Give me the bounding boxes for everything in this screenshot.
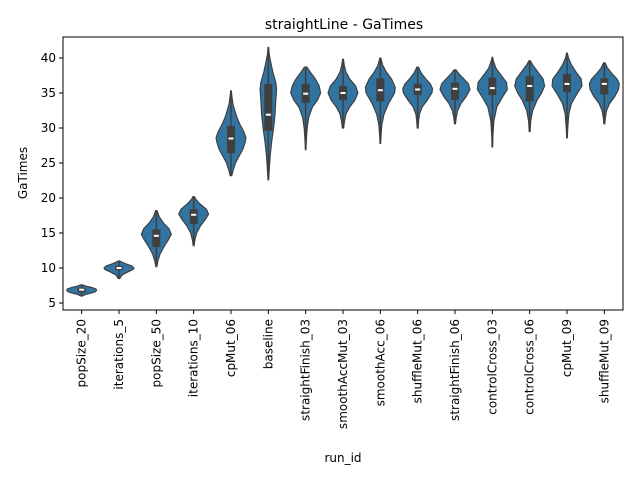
- violin-iqr-box: [227, 125, 235, 154]
- x-axis: popSize_20 iterations_5 popSize_50 iteratio…: [75, 310, 611, 429]
- y-tick-label: 5: [48, 296, 56, 310]
- x-tick-label: shuffleMut_06: [411, 319, 425, 403]
- violin-straightFinish_06: [439, 69, 471, 125]
- x-tick-label: controlCross_06: [523, 319, 537, 415]
- violin-median: [303, 92, 309, 95]
- violin-median: [601, 82, 607, 85]
- x-axis-label: run_id: [324, 451, 361, 465]
- y-tick-label: 35: [41, 86, 56, 100]
- violin-smoothAccMut_03: [327, 58, 359, 129]
- violin-median: [452, 87, 458, 90]
- y-tick-label: 15: [41, 226, 56, 240]
- x-tick-label: baseline: [261, 319, 275, 369]
- violin-median: [191, 213, 197, 216]
- x-tick-label: straightFinish_06: [448, 319, 462, 421]
- violin-baseline: [259, 46, 278, 181]
- violin-cpMut_06: [215, 90, 247, 177]
- violin-iqr-box: [525, 76, 534, 102]
- violin-shuffleMut_09: [588, 62, 620, 125]
- violin-median: [265, 113, 271, 116]
- violin-median: [415, 88, 421, 91]
- violin-median: [377, 89, 383, 92]
- violin-median: [79, 288, 85, 291]
- violin-iterations_5: [103, 260, 135, 280]
- violin-median: [153, 234, 159, 237]
- violin-iqr-box: [152, 229, 161, 247]
- y-axis: 5 10 15 20 25 30 35 40: [41, 51, 63, 310]
- violin-smoothAcc_06: [364, 57, 396, 144]
- violin-median: [116, 267, 122, 269]
- violin-popSize_20: [65, 284, 98, 297]
- y-axis-label: GaTimes: [16, 147, 30, 199]
- violin-controlCross_06: [514, 60, 546, 133]
- y-tick-label: 20: [41, 191, 56, 205]
- violin-shuffleMut_06: [402, 66, 434, 129]
- violin-median: [489, 87, 495, 90]
- x-tick-label: smoothAccMut_03: [336, 319, 350, 429]
- y-tick-label: 25: [41, 156, 56, 170]
- violin-cpMut_09: [551, 52, 583, 139]
- x-tick-label: shuffleMut_09: [597, 319, 611, 403]
- y-tick-label: 10: [41, 261, 56, 275]
- violin-median: [228, 137, 234, 140]
- violin-iqr-box: [600, 78, 609, 95]
- plot-area: [65, 46, 620, 297]
- x-tick-label: controlCross_03: [485, 319, 499, 415]
- chart-title: straightLine - GaTimes: [265, 17, 423, 33]
- x-tick-label: iterations_10: [187, 319, 201, 397]
- y-tick-label: 30: [41, 121, 56, 135]
- violin-iqr-box: [451, 82, 459, 100]
- x-tick-label: straightFinish_03: [299, 319, 313, 421]
- violin-popSize_50: [140, 210, 172, 268]
- violin-iqr-box: [488, 77, 497, 96]
- x-tick-label: smoothAcc_06: [373, 319, 387, 406]
- x-tick-label: popSize_50: [149, 319, 163, 387]
- violin-iterations_10: [178, 196, 210, 247]
- x-tick-label: popSize_20: [75, 319, 89, 387]
- x-tick-label: iterations_5: [112, 319, 126, 390]
- violin-iqr-box: [189, 209, 198, 224]
- violin-median: [527, 85, 533, 87]
- violin-straightFinish_03: [290, 66, 322, 151]
- violin-iqr-box: [264, 83, 273, 131]
- y-tick-label: 40: [41, 51, 56, 65]
- x-tick-label: cpMut_09: [560, 319, 574, 377]
- violin-median: [340, 92, 346, 94]
- violin-median: [564, 82, 570, 85]
- violin-controlCross_03: [476, 56, 508, 148]
- x-tick-label: cpMut_06: [224, 319, 238, 377]
